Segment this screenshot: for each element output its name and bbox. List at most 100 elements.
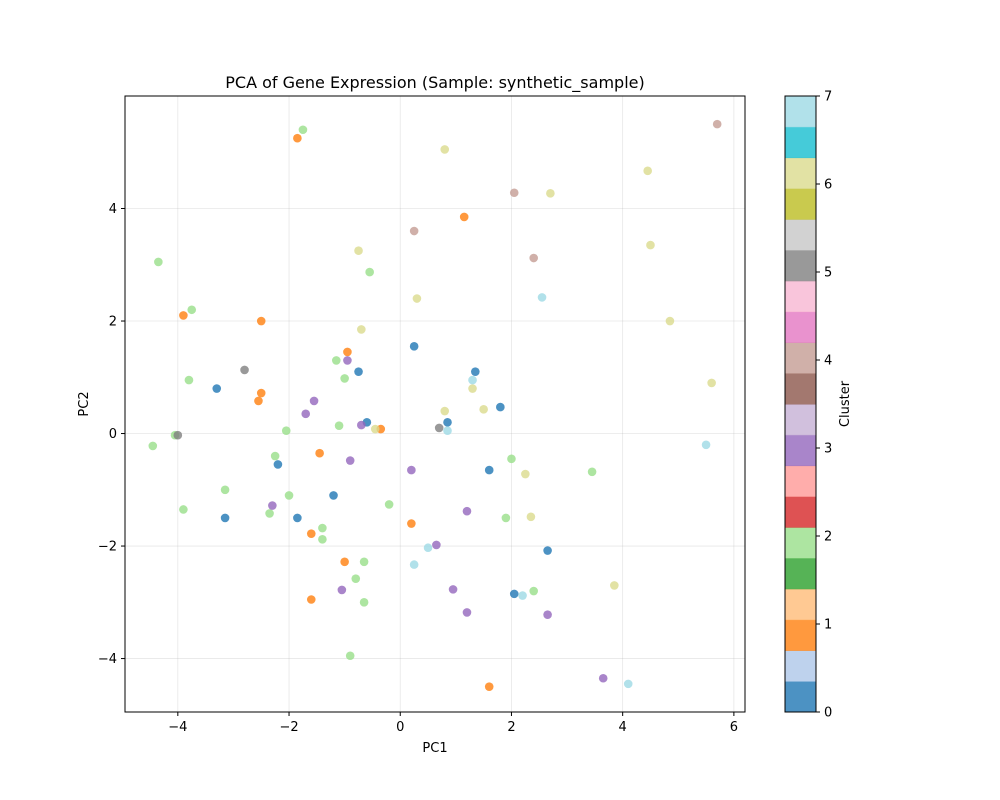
colorbar-segment [785, 434, 816, 467]
scatter-points [148, 119, 722, 691]
data-point [306, 529, 316, 538]
data-point [409, 342, 419, 351]
colorbar: 0 1 2 3 4 5 6 7 [784, 90, 832, 721]
data-point [273, 460, 283, 469]
colorbar-segment [785, 342, 816, 374]
data-point [543, 546, 552, 555]
colorbar-segment [785, 157, 816, 189]
data-point [340, 374, 349, 383]
data-point [432, 540, 441, 550]
y-tick-label: 4 [109, 202, 117, 217]
data-point [318, 523, 327, 533]
colorbar-segment [785, 311, 816, 343]
data-point [154, 257, 163, 267]
y-tick-label: −2 [98, 540, 117, 555]
colorbar-segment [785, 650, 816, 682]
data-point [293, 133, 302, 143]
data-point [329, 491, 338, 500]
data-point [443, 417, 452, 427]
colorbar-tick-label: 1 [824, 618, 832, 633]
grid [125, 96, 745, 712]
data-point [256, 388, 266, 398]
data-point [345, 456, 355, 465]
data-point [407, 465, 416, 475]
colorbar-segment [785, 373, 816, 405]
data-point [440, 406, 450, 416]
data-point [423, 543, 433, 553]
colorbar-segment [785, 619, 816, 651]
colorbar-segment [785, 250, 816, 282]
data-point [354, 367, 363, 376]
data-point [268, 501, 277, 510]
data-point [293, 513, 302, 523]
data-point [529, 586, 538, 596]
x-tick-label: 0 [396, 720, 404, 735]
data-point [546, 189, 555, 198]
colorbar-segment [785, 588, 816, 621]
data-point [459, 212, 469, 222]
colorbar-segment [785, 280, 816, 313]
colorbar-label: Cluster [838, 380, 853, 427]
data-point [468, 384, 477, 393]
data-point [212, 384, 222, 393]
data-point [479, 405, 488, 414]
data-point [462, 506, 472, 516]
chart-title: PCA of Gene Expression (Sample: syntheti… [225, 73, 644, 93]
x-axis-ticks: −4 −2 0 2 4 6 [168, 712, 738, 735]
data-point [496, 402, 505, 412]
data-point [351, 574, 361, 583]
data-point [646, 240, 655, 250]
data-point [359, 557, 369, 567]
data-point [240, 365, 249, 375]
data-point [484, 465, 494, 475]
data-point [543, 610, 552, 619]
data-point [598, 673, 608, 683]
x-tick-label: −2 [279, 720, 298, 735]
data-point [343, 356, 352, 365]
colorbar-tick-label: 2 [824, 530, 832, 545]
data-point [357, 325, 366, 334]
data-point [712, 119, 722, 129]
data-point [409, 560, 419, 569]
data-point [184, 375, 194, 385]
y-tick-label: −4 [98, 652, 117, 667]
data-point [254, 396, 263, 406]
data-point [306, 595, 316, 604]
data-point [359, 598, 369, 607]
data-point [370, 424, 380, 434]
data-point [220, 485, 230, 495]
data-point [148, 441, 158, 451]
data-point [610, 581, 619, 590]
data-point [332, 356, 341, 365]
data-point [643, 166, 652, 176]
data-point [468, 375, 477, 385]
data-point [343, 347, 352, 357]
data-point [334, 421, 344, 430]
data-point [707, 378, 716, 388]
data-point [409, 226, 419, 236]
colorbar-tick-label: 5 [824, 266, 832, 281]
data-point [345, 651, 355, 661]
data-point [173, 430, 183, 440]
y-tick-label: 2 [109, 315, 117, 330]
data-point [529, 253, 538, 263]
colorbar-tick-label: 7 [824, 90, 832, 105]
data-point [665, 316, 675, 326]
data-point [256, 316, 266, 326]
data-point [337, 585, 347, 595]
colorbar-tick-label: 0 [824, 706, 832, 721]
data-point [623, 679, 633, 689]
colorbar-tick-label: 3 [824, 442, 832, 457]
x-tick-label: 2 [507, 720, 515, 735]
data-point [318, 534, 327, 544]
colorbar-segments [785, 96, 816, 713]
data-point [521, 469, 530, 479]
data-point [354, 246, 363, 256]
data-point [443, 426, 452, 436]
colorbar-segment [785, 681, 816, 713]
colorbar-segment [785, 558, 816, 590]
data-point [298, 125, 308, 135]
colorbar-ticks: 0 1 2 3 4 5 6 7 [816, 90, 832, 721]
